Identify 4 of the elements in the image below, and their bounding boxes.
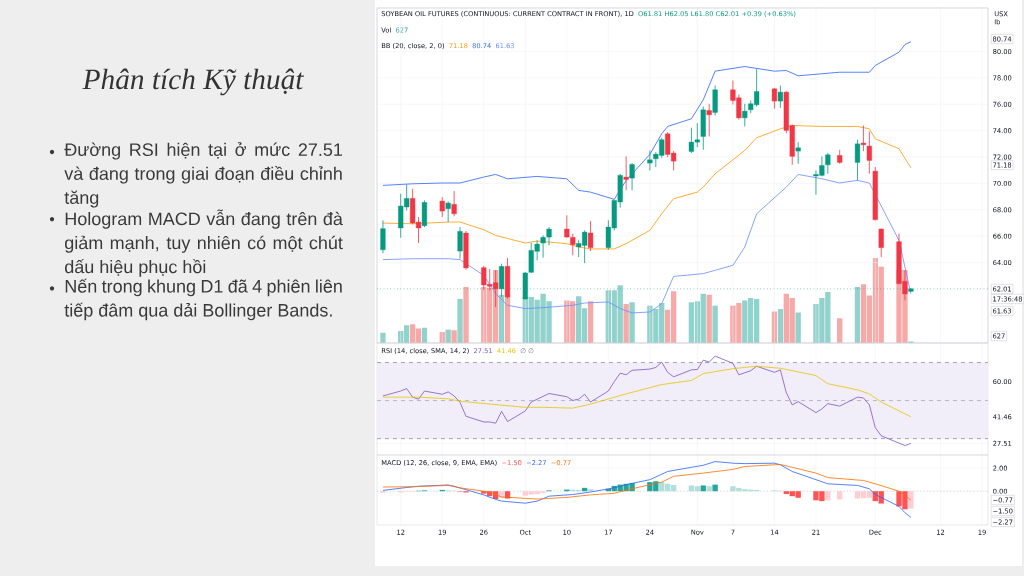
- text: Phân tích Kỹ thuật: [82, 68, 305, 96]
- text: Đường RSI hiện tại ở mức 27.51 và đang trong giai đoạn điều chỉnh tăng: [64, 142, 343, 208]
- text: Hologram MACD vẫn đang trên đà giảm mạnh, tuy nhiên có một chút dấu hiệu phục hồi: [65, 209, 343, 277]
- text: Nến trong khung D1 đã 4 phiên liên tiếp đâm qua dải Bollinger Bands.: [64, 278, 342, 321]
